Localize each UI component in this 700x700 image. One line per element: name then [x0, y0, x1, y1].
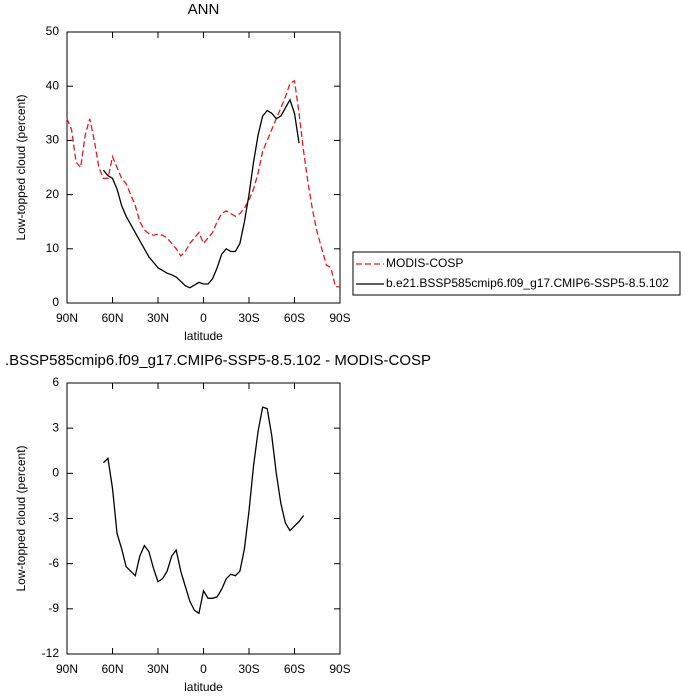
- x-tick-label: 30N: [147, 662, 169, 676]
- y-tick-label: 50: [46, 24, 60, 38]
- x-tick-label: 90N: [56, 662, 78, 676]
- x-tick-label: 0: [200, 662, 207, 676]
- x-axis-label: latitude: [184, 680, 223, 694]
- legend-box: [352, 251, 681, 296]
- plot-frame: [66, 31, 341, 304]
- x-tick-label: 30N: [147, 311, 169, 325]
- y-tick-label: -3: [48, 511, 59, 525]
- x-tick-label: 90S: [329, 662, 350, 676]
- legend-label: MODIS-COSP: [386, 256, 463, 270]
- x-tick-label: 60S: [284, 311, 305, 325]
- x-tick-label: 30S: [238, 311, 259, 325]
- y-tick-label: -12: [42, 646, 60, 660]
- series-line: [66, 79, 340, 288]
- x-tick-label: 90S: [329, 311, 350, 325]
- y-tick-label: -6: [48, 556, 59, 570]
- y-tick-label: 3: [52, 420, 59, 434]
- chart-title: .BSSP585cmip6.f09_g17.CMIP6-SSP5-8.5.102…: [5, 352, 431, 369]
- x-tick-label: 30S: [238, 662, 259, 676]
- series-line: [102, 406, 305, 615]
- y-tick-label: 0: [52, 466, 59, 480]
- y-axis-label: Low-topped cloud (percent): [14, 445, 28, 591]
- x-tick-label: 60N: [101, 311, 123, 325]
- x-tick-label: 0: [200, 311, 207, 325]
- x-tick-label: 60N: [101, 662, 123, 676]
- x-tick-label: 60S: [284, 662, 305, 676]
- y-tick-label: 10: [46, 241, 60, 255]
- x-tick-label: 90N: [56, 311, 78, 325]
- y-tick-label: -9: [48, 601, 59, 615]
- y-tick-label: 40: [46, 78, 60, 92]
- x-axis-label: latitude: [184, 329, 223, 343]
- y-tick-label: 30: [46, 133, 60, 147]
- y-tick-label: 20: [46, 187, 60, 201]
- series-line: [102, 98, 300, 289]
- y-tick-label: 6: [52, 375, 59, 389]
- chart-title: ANN: [188, 1, 220, 18]
- legend-label: b.e21.BSSP585cmip6.f09_g17.CMIP6-SSP5-8.…: [386, 276, 669, 290]
- plot-frame: [66, 382, 341, 655]
- y-tick-label: 0: [52, 295, 59, 309]
- y-axis-label: Low-topped cloud (percent): [14, 94, 28, 240]
